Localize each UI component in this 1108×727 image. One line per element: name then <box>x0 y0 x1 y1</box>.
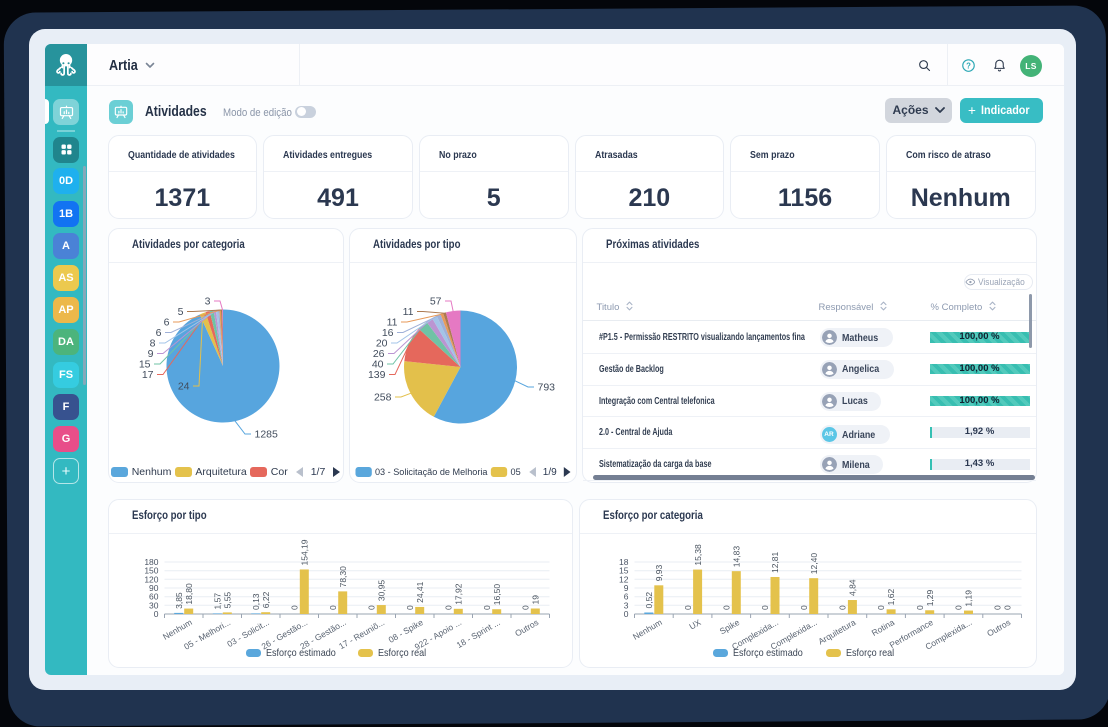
svg-text:?: ? <box>966 61 971 70</box>
svg-text:18 - Sprint ...: 18 - Sprint ... <box>454 617 501 650</box>
svg-text:1,29: 1,29 <box>924 589 934 606</box>
svg-text:11: 11 <box>402 306 413 318</box>
svg-text:60: 60 <box>149 592 159 602</box>
svg-text:Arquitetura: Arquitetura <box>816 617 857 647</box>
svg-text:793: 793 <box>537 382 555 394</box>
svg-text:40: 40 <box>371 359 383 371</box>
svg-text:0: 0 <box>289 605 299 610</box>
svg-text:12: 12 <box>619 574 629 584</box>
svg-text:17,92: 17,92 <box>453 583 463 605</box>
svg-text:Spike: Spike <box>717 617 741 636</box>
svg-text:0: 0 <box>443 605 453 610</box>
svg-text:6: 6 <box>155 327 161 339</box>
svg-text:20: 20 <box>375 338 387 350</box>
svg-text:16: 16 <box>381 327 393 339</box>
svg-text:6: 6 <box>163 317 169 329</box>
svg-text:17: 17 <box>141 369 153 381</box>
svg-text:0: 0 <box>914 605 924 610</box>
svg-text:0: 0 <box>153 609 158 619</box>
svg-text:180: 180 <box>144 557 158 567</box>
svg-text:8: 8 <box>149 338 155 350</box>
svg-text:Outros: Outros <box>513 617 540 638</box>
svg-text:1,19: 1,19 <box>963 590 973 607</box>
svg-text:15: 15 <box>138 359 150 371</box>
svg-text:1285: 1285 <box>254 429 278 441</box>
svg-text:1,57: 1,57 <box>212 593 222 610</box>
svg-text:3,85: 3,85 <box>174 592 184 609</box>
svg-text:19: 19 <box>530 595 540 605</box>
svg-text:5,55: 5,55 <box>222 592 232 609</box>
svg-text:0: 0 <box>404 605 414 610</box>
svg-text:258: 258 <box>373 392 391 404</box>
svg-text:Outros: Outros <box>985 617 1012 638</box>
svg-text:120: 120 <box>144 574 158 584</box>
svg-text:15,38: 15,38 <box>692 544 702 566</box>
svg-text:3: 3 <box>204 296 210 308</box>
svg-text:14,83: 14,83 <box>731 546 741 568</box>
svg-text:16,50: 16,50 <box>491 584 501 606</box>
svg-text:0: 0 <box>721 605 731 610</box>
svg-text:18,80: 18,80 <box>184 583 194 605</box>
svg-text:150: 150 <box>144 566 158 576</box>
svg-text:154,19: 154,19 <box>299 539 309 565</box>
svg-text:0: 0 <box>837 605 847 610</box>
svg-text:139: 139 <box>367 369 385 381</box>
svg-text:0: 0 <box>992 605 1002 610</box>
svg-text:0: 0 <box>481 605 491 610</box>
svg-text:90: 90 <box>149 583 159 593</box>
svg-text:0: 0 <box>366 605 376 610</box>
svg-text:5: 5 <box>177 306 183 318</box>
svg-text:30: 30 <box>149 600 159 610</box>
svg-text:0: 0 <box>953 605 963 610</box>
svg-text:9,93: 9,93 <box>654 564 664 581</box>
svg-text:0: 0 <box>623 609 628 619</box>
svg-text:0,52: 0,52 <box>644 592 654 609</box>
svg-text:9: 9 <box>623 583 628 593</box>
svg-text:57: 57 <box>429 296 441 308</box>
svg-text:24: 24 <box>177 381 189 393</box>
svg-text:24,41: 24,41 <box>414 581 424 603</box>
svg-text:78,30: 78,30 <box>337 566 347 588</box>
svg-text:0,13: 0,13 <box>250 593 260 610</box>
svg-text:1,62: 1,62 <box>886 588 896 605</box>
svg-text:0: 0 <box>327 605 337 610</box>
svg-text:0: 0 <box>682 605 692 610</box>
svg-text:6: 6 <box>623 592 628 602</box>
svg-text:12,81: 12,81 <box>770 551 780 573</box>
svg-text:18: 18 <box>619 557 629 567</box>
svg-text:0: 0 <box>798 605 808 610</box>
svg-text:Rotina: Rotina <box>869 617 896 638</box>
svg-text:0: 0 <box>876 605 886 610</box>
svg-text:0: 0 <box>1002 605 1012 610</box>
svg-text:11: 11 <box>386 317 397 329</box>
svg-text:30,95: 30,95 <box>376 580 386 602</box>
svg-text:4,84: 4,84 <box>847 579 857 596</box>
svg-text:15: 15 <box>619 566 629 576</box>
svg-text:UX: UX <box>687 617 703 632</box>
svg-text:6,22: 6,22 <box>260 591 270 608</box>
svg-text:3: 3 <box>623 600 628 610</box>
svg-text:Nenhum: Nenhum <box>630 617 663 642</box>
svg-text:12,40: 12,40 <box>808 553 818 575</box>
svg-text:9: 9 <box>147 348 153 360</box>
svg-text:0: 0 <box>760 605 770 610</box>
svg-text:0: 0 <box>520 605 530 610</box>
svg-text:26: 26 <box>372 348 384 360</box>
